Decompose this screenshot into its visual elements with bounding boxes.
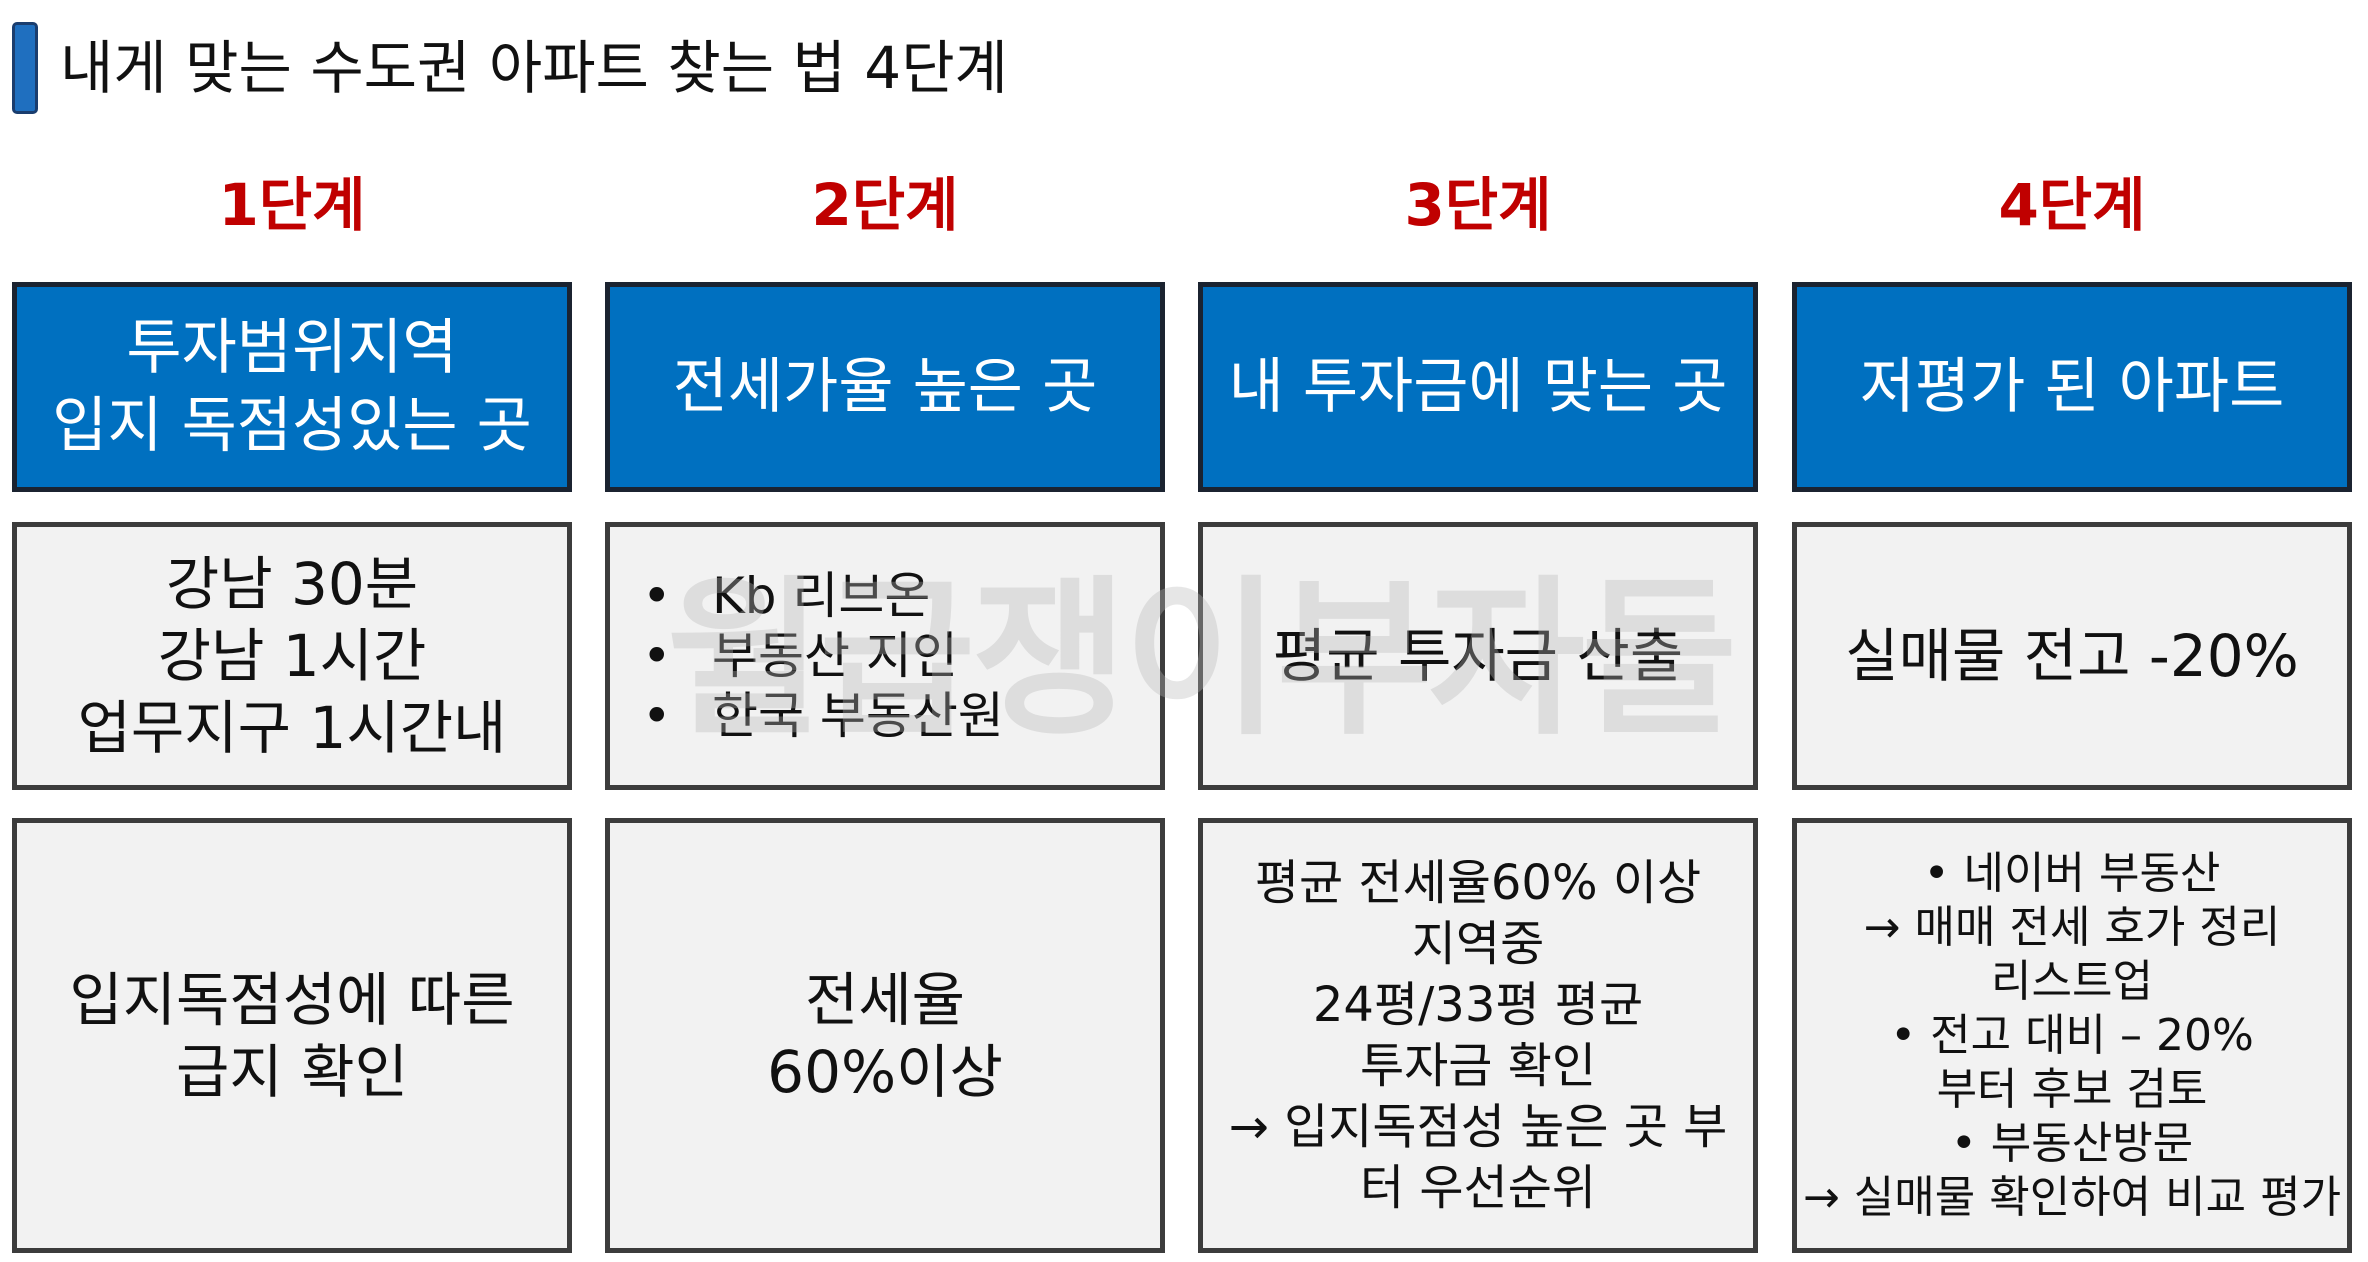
step-3-header: 내 투자금에 맞는 곳 [1198,282,1758,492]
source-label: Kb 리브온 [712,567,931,625]
list-item: • 한국 부동산원 [630,686,1004,746]
criteria-line: 업무지구 1시간내 [77,694,507,762]
header-line: 투자범위지역 [126,313,458,383]
header-line: 입지 독점성있는 곳 [52,391,532,461]
detail-line: • 전고 대비 – 20% [1890,1009,2254,1061]
detail-line: 입지독점성에 따른 [69,965,515,1034]
header-line: 내 투자금에 맞는 곳 [1228,352,1728,422]
step-4-header: 저평가 된 아파트 [1792,282,2352,492]
source-label: 한국 부동산원 [712,687,1004,745]
detail-line: 리스트업 [1991,955,2153,1007]
source-list: • Kb 리브온 • 부동산 지인 • 한국 부동산원 [630,566,1004,746]
detail-line: • 네이버 부동산 [1923,847,2221,899]
detail-line: → 실매물 확인하여 비교 평가 [1802,1171,2342,1223]
list-item: • Kb 리브온 [630,566,1004,626]
detail-line: 전세율 [804,965,966,1034]
page-title: 내게 맞는 수도권 아파트 찾는 법 4단계 [60,34,1008,102]
detail-line: → 입지독점성 높은 곳 부 [1228,1098,1728,1155]
detail-line: 터 우선순위 [1359,1159,1597,1216]
detail-line: 급지 확인 [176,1037,408,1106]
detail-line: • 부동산방문 [1950,1117,2194,1169]
detail-line: 부터 후보 검토 [1936,1063,2208,1115]
detail-line: → 매매 전세 호가 정리 [1863,901,2281,953]
step-1-detail-box: 입지독점성에 따른 급지 확인 [12,818,572,1253]
step-2-header: 전세가율 높은 곳 [605,282,1165,492]
step-1-header: 투자범위지역 입지 독점성있는 곳 [12,282,572,492]
detail-line: 투자금 확인 [1359,1037,1597,1094]
step-4-label: 4단계 [1998,171,2146,239]
step-2-label: 2단계 [811,171,959,239]
detail-line: 60%이상 [767,1037,1003,1106]
title-accent-bar [12,22,38,114]
bullet-icon: • [642,627,672,685]
header-line: 전세가율 높은 곳 [672,352,1098,422]
detail-line: 24평/33평 평균 [1312,976,1644,1033]
step-1-label: 1단계 [218,171,366,239]
step-2-sources-box: • Kb 리브온 • 부동산 지인 • 한국 부동산원 [605,522,1165,790]
step-4-detail-box: • 네이버 부동산 → 매매 전세 호가 정리 리스트업 • 전고 대비 – 2… [1792,818,2352,1253]
bullet-icon: • [642,567,672,625]
step-1-criteria-box: 강남 30분 강남 1시간 업무지구 1시간내 [12,522,572,790]
criteria-line: 강남 1시간 [157,622,427,690]
step-3-detail-box: 평균 전세율60% 이상 지역중 24평/33평 평균 투자금 확인 → 입지독… [1198,818,1758,1253]
detail-line: 평균 전세율60% 이상 [1254,854,1702,911]
criteria-line: 평균 투자금 산출 [1272,622,1684,690]
criteria-line: 강남 30분 [165,550,419,618]
criteria-line: 실매물 전고 -20% [1845,622,2299,690]
step-2-detail-box: 전세율 60%이상 [605,818,1165,1253]
source-label: 부동산 지인 [712,627,958,685]
list-item: • 부동산 지인 [630,626,1004,686]
step-4-criteria-box: 실매물 전고 -20% [1792,522,2352,790]
header-line: 저평가 된 아파트 [1859,352,2285,422]
bullet-icon: • [642,687,672,745]
detail-line: 지역중 [1411,915,1545,972]
step-3-label: 3단계 [1404,171,1552,239]
step-3-criteria-box: 평균 투자금 산출 [1198,522,1758,790]
